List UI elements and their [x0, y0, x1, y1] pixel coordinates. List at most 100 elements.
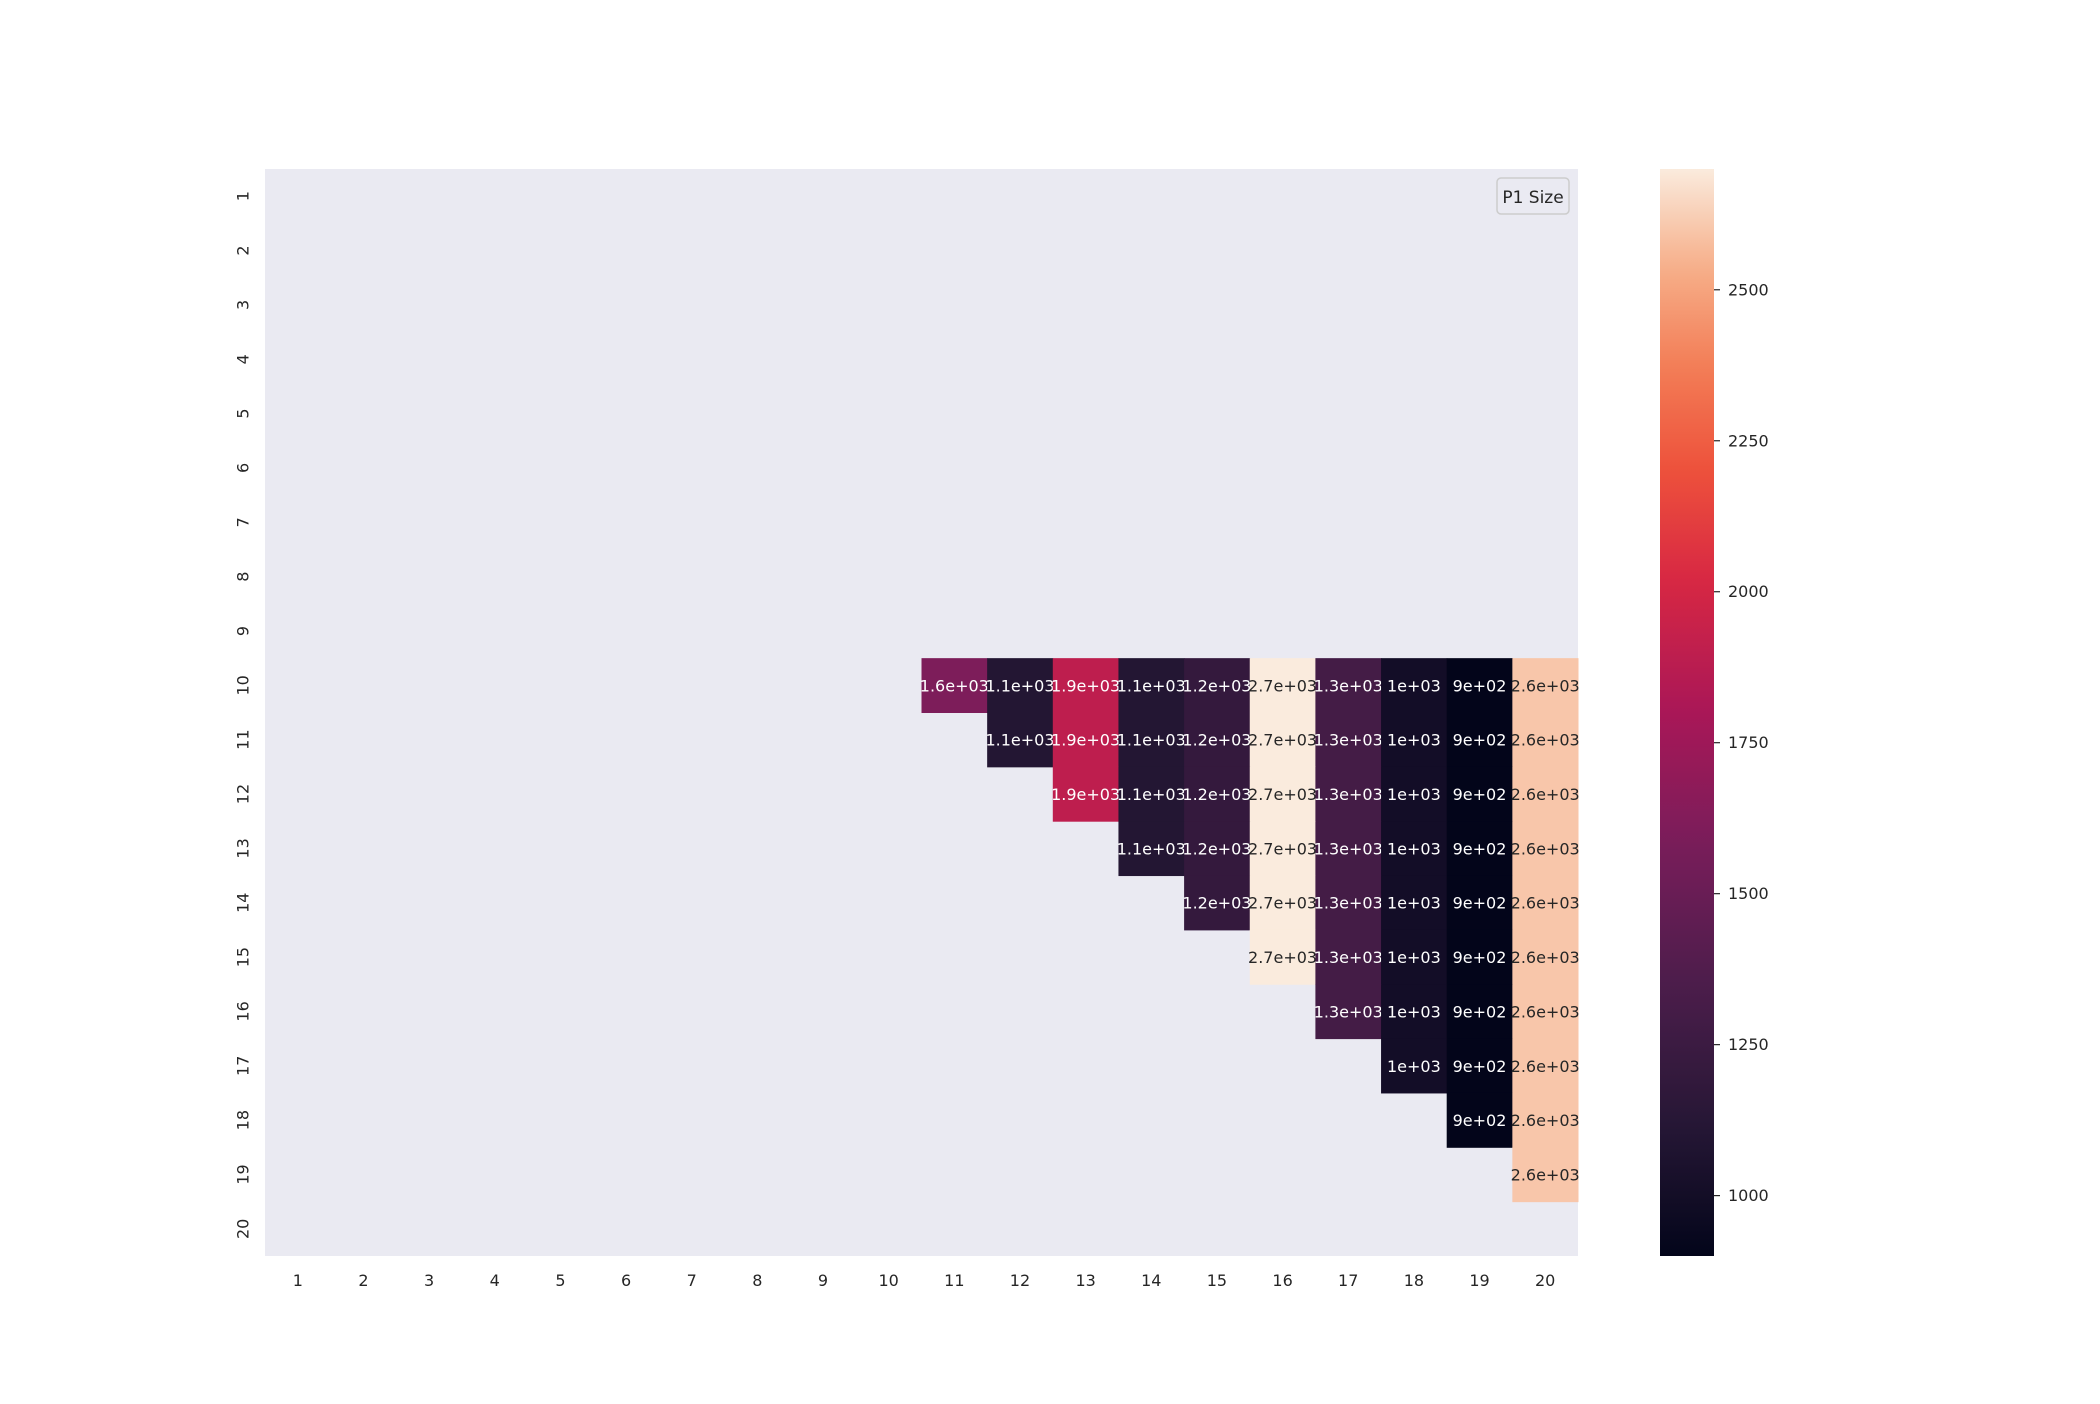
heatmap-cell	[1315, 984, 1382, 1040]
heatmap-cell	[1118, 821, 1185, 877]
cell-value-label: 9e+02	[1453, 894, 1507, 913]
y-tick-label: 16	[234, 1001, 253, 1021]
cell-value-label: 2.6e+03	[1511, 676, 1580, 695]
cell-value-label: 1.1e+03	[1117, 839, 1186, 858]
heatmap-cell	[1052, 658, 1119, 713]
heatmap-cell	[1381, 658, 1448, 713]
colorbar-tick-label: 2250	[1728, 431, 1769, 450]
heatmap-cell	[1184, 766, 1251, 822]
cell-value-label: 1.1e+03	[1117, 731, 1186, 750]
heatmap-cell	[1446, 821, 1513, 877]
heatmap-cell	[1512, 1092, 1579, 1148]
cell-value-label: 1.2e+03	[1182, 676, 1251, 695]
y-tick-label: 18	[234, 1110, 253, 1130]
heatmap-cell	[1052, 766, 1119, 822]
cell-value-label: 1.1e+03	[985, 676, 1054, 695]
colorbar-tick-label: 1750	[1728, 733, 1769, 752]
cell-value-label: 1.2e+03	[1182, 894, 1251, 913]
heatmap-cell	[1315, 712, 1382, 768]
cell-value-label: 1e+03	[1387, 1057, 1441, 1076]
colorbar	[1660, 169, 1714, 1256]
y-tick-label: 19	[234, 1164, 253, 1184]
cell-value-label: 1.2e+03	[1182, 785, 1251, 804]
heatmap-cell	[1446, 1092, 1513, 1148]
heatmap-cell	[1184, 821, 1251, 877]
y-tick-label: 20	[234, 1219, 253, 1239]
x-tick-label: 12	[1010, 1271, 1030, 1290]
cell-value-label: 1e+03	[1387, 948, 1441, 967]
heatmap-cell	[1249, 929, 1316, 985]
cell-value-label: 1.3e+03	[1314, 948, 1383, 967]
heatmap-cell	[1381, 984, 1448, 1040]
cell-value-label: 1.3e+03	[1314, 676, 1383, 695]
cell-value-label: 1.1e+03	[985, 731, 1054, 750]
heatmap-cell	[987, 658, 1054, 713]
heatmap-cell	[1512, 1147, 1579, 1203]
x-tick-label: 4	[490, 1271, 500, 1290]
cell-value-label: 1e+03	[1387, 731, 1441, 750]
cell-value-label: 2.7e+03	[1248, 676, 1317, 695]
cell-value-label: 1.3e+03	[1314, 731, 1383, 750]
cell-value-label: 2.6e+03	[1511, 785, 1580, 804]
heatmap-cell	[1052, 712, 1119, 768]
cell-value-label: 1.1e+03	[1117, 785, 1186, 804]
heatmap-cell	[1512, 821, 1579, 877]
cell-value-label: 2.7e+03	[1248, 839, 1317, 858]
cell-value-label: 1.3e+03	[1314, 894, 1383, 913]
cell-value-label: 2.6e+03	[1511, 948, 1580, 967]
legend-label: P1 Size	[1502, 188, 1563, 208]
heatmap-cell	[1446, 984, 1513, 1040]
heatmap-cell	[1249, 821, 1316, 877]
cell-value-label: 2.7e+03	[1248, 785, 1317, 804]
cell-value-label: 1.9e+03	[1051, 785, 1120, 804]
y-tick-label: 7	[234, 517, 253, 527]
heatmap-cell	[1315, 875, 1382, 931]
cell-value-label: 1e+03	[1387, 839, 1441, 858]
heatmap-cell	[1184, 875, 1251, 931]
heatmap-cell	[1249, 766, 1316, 822]
cell-value-label: 1.9e+03	[1051, 731, 1120, 750]
x-tick-label: 8	[752, 1271, 762, 1290]
cell-value-label: 1.6e+03	[920, 676, 989, 695]
cell-value-label: 1.3e+03	[1314, 1002, 1383, 1021]
colorbar-tick-label: 2500	[1728, 280, 1769, 299]
cell-value-label: 2.6e+03	[1511, 1111, 1580, 1130]
colorbar-tick-label: 1000	[1728, 1186, 1769, 1205]
cell-value-label: 2.6e+03	[1511, 1002, 1580, 1021]
cell-value-label: 1.9e+03	[1051, 676, 1120, 695]
heatmap-cell	[1381, 766, 1448, 822]
cell-value-label: 2.6e+03	[1511, 731, 1580, 750]
cell-value-label: 9e+02	[1453, 839, 1507, 858]
cell-value-label: 2.7e+03	[1248, 731, 1317, 750]
cell-value-label: 9e+02	[1453, 731, 1507, 750]
cell-value-label: 2.6e+03	[1511, 894, 1580, 913]
y-tick-label: 3	[234, 300, 253, 310]
y-tick-label: 8	[234, 572, 253, 582]
cell-value-label: 2.7e+03	[1248, 948, 1317, 967]
y-tick-label: 6	[234, 463, 253, 473]
heatmap-cell	[1315, 766, 1382, 822]
cell-value-label: 9e+02	[1453, 785, 1507, 804]
heatmap-cell	[1446, 766, 1513, 822]
heatmap-cell	[1512, 875, 1579, 931]
heatmap-cell	[921, 658, 988, 713]
heatmap-cell	[987, 712, 1054, 768]
colorbar-tick-label: 1250	[1728, 1035, 1769, 1054]
y-tick-label: 2	[234, 245, 253, 255]
x-tick-label: 19	[1469, 1271, 1489, 1290]
heatmap-cell	[1118, 766, 1185, 822]
cell-value-label: 1e+03	[1387, 1002, 1441, 1021]
y-tick-label: 9	[234, 626, 253, 636]
y-tick-label: 4	[234, 354, 253, 364]
x-tick-label: 17	[1338, 1271, 1358, 1290]
heatmap-cell	[1184, 658, 1251, 713]
cell-value-label: 1.2e+03	[1182, 731, 1251, 750]
cell-value-label: 9e+02	[1453, 948, 1507, 967]
cell-value-label: 1.2e+03	[1182, 839, 1251, 858]
heatmap-cell	[1315, 929, 1382, 985]
cell-value-label: 1e+03	[1387, 894, 1441, 913]
y-tick-label: 13	[234, 838, 253, 858]
cell-value-label: 1.1e+03	[1117, 676, 1186, 695]
heatmap-cell	[1249, 658, 1316, 713]
